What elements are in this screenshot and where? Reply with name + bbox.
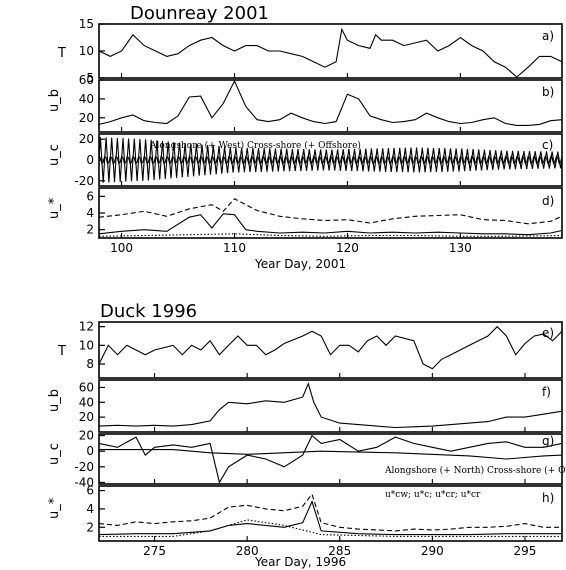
series-d-1 (98, 198, 563, 225)
ylabel-g: u_c (47, 443, 62, 465)
ytick-label-c: -20 (74, 174, 94, 188)
panel-g-frame (98, 433, 563, 485)
ylabel-h: u_* (47, 497, 62, 519)
series-h-1 (98, 493, 562, 532)
series-c-1 (98, 137, 563, 183)
series-e-1 (98, 325, 563, 370)
panel-label-a: a) (542, 29, 554, 43)
panel-c-annotation: Alongshore (+ West) Cross-shore (+ Offsh… (149, 140, 361, 151)
series-g-2 (99, 449, 563, 460)
ylabel-c: u_c (47, 144, 62, 166)
xlabel-dounreay: Year Day, 2001 (254, 257, 346, 271)
ylabel-b: u_b (47, 89, 62, 112)
panel-a-frame (98, 23, 563, 79)
panel-label-g: g) (542, 434, 554, 448)
ytick-label-a: 15 (79, 17, 94, 31)
panel-label-e: e) (542, 326, 554, 340)
series-c-2 (98, 155, 563, 165)
ylabel-d: u_* (47, 197, 62, 219)
ytick-label-a: 5 (86, 71, 94, 85)
panel-b-frame (98, 79, 563, 133)
ytick-label-f: 40 (79, 395, 94, 409)
ytick-label-h: 2 (86, 520, 94, 534)
ylabel-e: T (57, 344, 66, 359)
xtick-label-1: 285 (328, 544, 351, 558)
ytick-label-f: 60 (79, 380, 94, 394)
xtick-label-1: 275 (143, 544, 166, 558)
series-a-1 (98, 27, 563, 78)
series-b-1 (98, 79, 563, 126)
panel-h-legend: u*cw; u*c; u*cr; u*cr (385, 490, 481, 500)
panel-f-frame (98, 379, 563, 433)
ytick-label-e: 10 (79, 338, 94, 352)
ytick-label-g: -40 (74, 475, 94, 489)
xtick-label-1: 290 (421, 544, 444, 558)
xtick-label-0: 130 (449, 241, 472, 255)
ylabel-f: u_b (47, 389, 62, 412)
ytick-label-g: 20 (79, 429, 94, 443)
xlabel-duck: Year Day, 1996 (254, 555, 346, 569)
ytick-label-d: 2 (86, 223, 94, 237)
series-g-1 (98, 434, 563, 484)
ytick-label-a: 10 (79, 44, 94, 58)
chart-title-dounreay: Dounreay 2001 (130, 3, 269, 24)
ytick-label-e: 8 (86, 357, 94, 371)
ytick-label-h: 6 (86, 484, 94, 498)
ylabel-a: T (57, 46, 66, 61)
xtick-label-0: 100 (110, 241, 133, 255)
panel-e-frame (98, 321, 563, 379)
ytick-label-c: 20 (79, 132, 94, 146)
ytick-label-e: 12 (79, 320, 94, 334)
chart-title-duck: Duck 1996 (100, 301, 197, 322)
ytick-label-d: 4 (86, 206, 94, 220)
panel-label-d: d) (542, 194, 554, 208)
xtick-label-0: 110 (223, 241, 246, 255)
ytick-label-d: 6 (86, 189, 94, 203)
ytick-label-g: 0 (86, 444, 94, 458)
panel-label-h: h) (542, 491, 554, 505)
ytick-label-b: 20 (79, 111, 94, 125)
ytick-label-c: 0 (86, 153, 94, 167)
series-h-2 (98, 500, 562, 536)
ytick-label-h: 4 (86, 502, 94, 516)
panel-h-frame (98, 485, 563, 542)
panel-label-c: c) (542, 138, 553, 152)
series-d-2 (98, 213, 563, 236)
panel-label-f: f) (542, 385, 551, 399)
panel-g-annotation: Alongshore (+ North) Cross-shore (+ Offs… (384, 465, 566, 476)
ytick-label-f: 20 (79, 410, 94, 424)
ytick-label-g: -20 (74, 460, 94, 474)
xtick-label-0: 120 (336, 241, 359, 255)
series-f-1 (98, 382, 563, 429)
xtick-label-1: 295 (514, 544, 537, 558)
ytick-label-b: 60 (79, 73, 94, 87)
xtick-label-1: 280 (236, 544, 259, 558)
panel-label-b: b) (542, 85, 554, 99)
ytick-label-b: 40 (79, 92, 94, 106)
